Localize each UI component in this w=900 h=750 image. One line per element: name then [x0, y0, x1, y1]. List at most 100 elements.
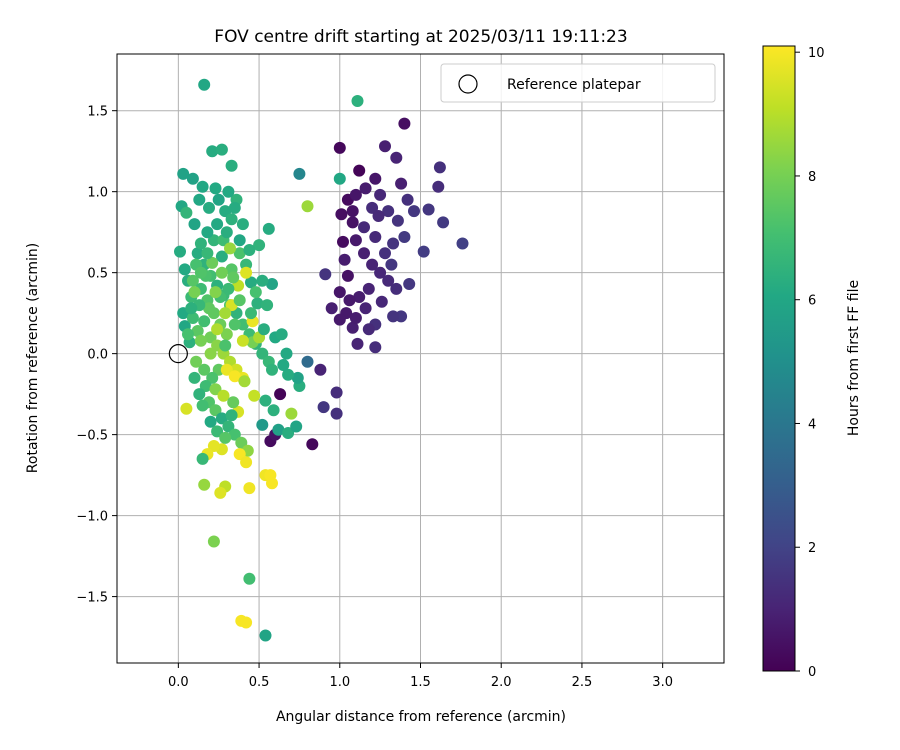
- data-point: [220, 328, 233, 341]
- data-point: [233, 294, 246, 307]
- data-point: [222, 420, 235, 433]
- data-point: [314, 363, 327, 376]
- data-point: [191, 325, 204, 337]
- data-point: [317, 401, 330, 414]
- data-point: [233, 234, 246, 247]
- y-axis-ticks: −1.5 −1.0 −0.5 0.0 0.5 1.0 1.5: [76, 105, 117, 606]
- data-point: [211, 425, 224, 438]
- data-point: [337, 235, 349, 248]
- data-point: [217, 389, 230, 402]
- colorbar-tick-label: 4: [808, 417, 816, 432]
- data-point: [282, 368, 295, 381]
- data-point: [351, 337, 364, 350]
- x-tick-label: 0.5: [249, 675, 270, 690]
- data-point: [206, 145, 219, 158]
- data-point: [220, 363, 233, 376]
- data-point: [359, 182, 372, 195]
- data-point: [207, 440, 220, 452]
- data-point: [188, 218, 201, 231]
- data-point: [285, 407, 298, 420]
- data-point: [235, 436, 248, 449]
- data-point: [330, 386, 343, 399]
- data-point: [403, 278, 416, 290]
- data-point: [228, 428, 241, 441]
- data-point: [369, 341, 382, 354]
- data-point: [382, 205, 395, 218]
- y-tick-label: 1.0: [87, 186, 108, 201]
- data-point: [219, 431, 232, 444]
- data-point: [274, 388, 287, 401]
- data-point: [245, 276, 257, 289]
- legend: Reference platepar: [440, 63, 716, 103]
- data-point: [401, 193, 414, 206]
- colorbar: [762, 45, 796, 672]
- data-point: [243, 482, 256, 495]
- y-tick-label: 1.5: [87, 105, 108, 120]
- y-axis-label: Rotation from reference (arcmin): [25, 243, 41, 473]
- data-point: [209, 383, 222, 396]
- data-point: [236, 334, 249, 347]
- data-point: [219, 339, 232, 352]
- data-point: [206, 256, 219, 269]
- data-point: [201, 247, 214, 260]
- data-point: [240, 616, 253, 629]
- chart-title: FOV centre drift starting at 2025/03/11 …: [214, 27, 627, 47]
- data-point: [220, 226, 233, 239]
- data-point: [207, 234, 220, 247]
- y-tick-label: −0.5: [76, 429, 108, 444]
- data-point: [262, 222, 275, 235]
- reference-platepar-marker: [168, 344, 188, 364]
- data-point: [243, 572, 256, 585]
- data-point: [198, 363, 211, 376]
- data-point: [227, 396, 240, 409]
- colorbar-tick-label: 8: [808, 170, 816, 185]
- data-point: [358, 221, 370, 234]
- data-point: [432, 180, 445, 193]
- data-point: [188, 371, 201, 384]
- data-point: [333, 172, 346, 185]
- data-point: [238, 375, 251, 388]
- data-point: [211, 218, 224, 231]
- x-tick-label: 0.0: [168, 675, 189, 690]
- data-point: [222, 185, 235, 198]
- data-point: [257, 323, 270, 336]
- data-point: [228, 318, 241, 331]
- data-point: [198, 78, 211, 91]
- data-point: [236, 218, 249, 231]
- data-point: [277, 359, 290, 371]
- data-point: [194, 237, 207, 250]
- y-tick-label: 0.0: [87, 348, 108, 363]
- data-point: [353, 291, 366, 303]
- data-point: [199, 380, 212, 392]
- data-point: [387, 310, 400, 323]
- data-point: [267, 404, 280, 417]
- data-point: [186, 274, 199, 287]
- data-point: [293, 167, 306, 180]
- data-point: [362, 282, 375, 295]
- data-point: [209, 404, 222, 417]
- data-point: [398, 231, 411, 243]
- data-point: [395, 177, 408, 190]
- data-point: [178, 263, 191, 276]
- data-point: [243, 244, 256, 256]
- data-point: [422, 203, 435, 216]
- data-point: [245, 307, 257, 320]
- data-point: [227, 271, 240, 284]
- data-point: [290, 420, 303, 433]
- y-tick-label: 0.5: [87, 267, 108, 282]
- data-point: [382, 274, 395, 287]
- data-point: [240, 456, 253, 469]
- data-point: [198, 315, 211, 328]
- data-point: [349, 188, 362, 201]
- data-point: [209, 182, 222, 195]
- data-point: [233, 247, 246, 260]
- data-point: [391, 214, 404, 227]
- data-point: [194, 334, 207, 347]
- data-point: [196, 452, 209, 465]
- data-point: [306, 438, 319, 451]
- data-point: [251, 297, 264, 310]
- data-point: [325, 302, 338, 315]
- data-point: [349, 234, 362, 247]
- data-point: [203, 201, 215, 214]
- data-point: [346, 205, 359, 218]
